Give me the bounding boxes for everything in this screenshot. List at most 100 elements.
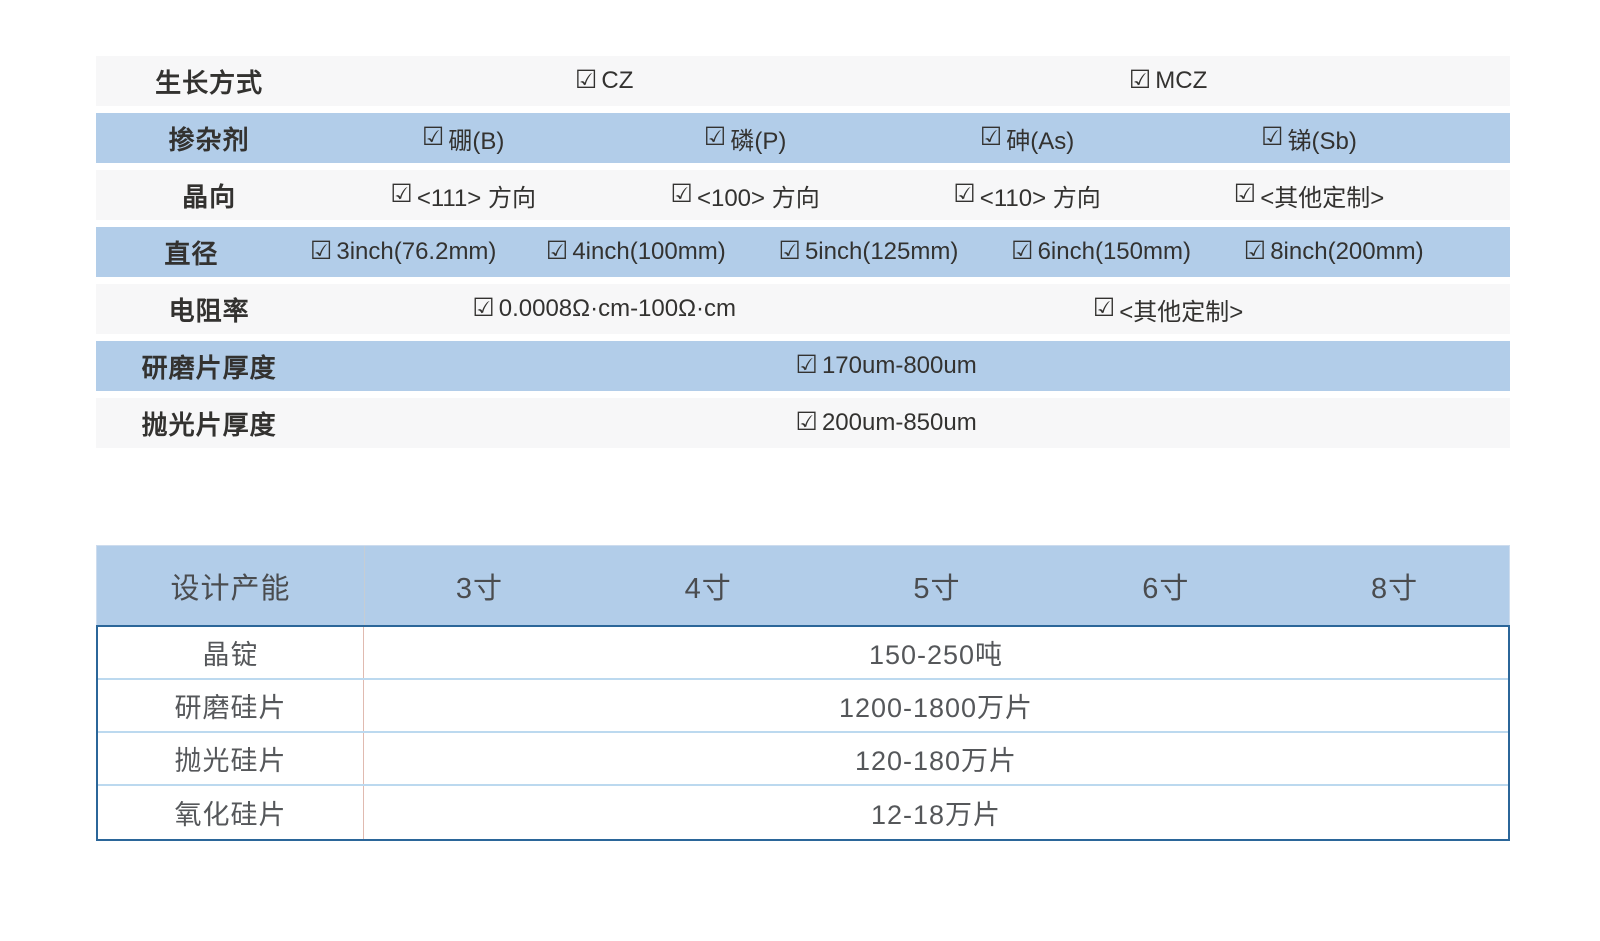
wafer-spec-table: 生长方式 ☑ CZ ☑ MCZ 掺杂剂 ☑ 硼(B) ☑ 磷(P) ☑ 砷(As) ☑ 锑(Sb) 晶向 ☑ <… [96,56,1510,455]
spec-row-values: ☑ CZ ☑ MCZ [322,67,1510,95]
checkbox-checked-icon: ☑ [472,293,495,322]
spec-option-label: <110> 方向 [979,184,1101,212]
capacity-row-value: 12-18万片 [870,800,1002,830]
checkbox-checked-icon: ☑ [1233,179,1257,208]
spec-option: ☑ <110> 方向 [886,178,1168,213]
checkbox-checked-icon: ☑ [1011,236,1034,265]
capacity-header-title: 设计产能 [97,546,365,625]
checkbox-checked-icon: ☑ [545,236,569,265]
capacity-row-value: 120-180万片 [854,746,1018,776]
spec-option: ☑ <其他定制> [886,292,1450,327]
spec-option-label: 8inch(200mm) [1270,238,1424,265]
spec-row: 直径 ☑ 3inch(76.2mm) ☑ 4inch(100mm) ☑ 5inch(125m… [96,227,1510,277]
checkbox-checked-icon: ☑ [953,179,976,208]
checkbox-checked-icon: ☑ [795,350,818,379]
spec-row-values: ☑ 硼(B) ☑ 磷(P) ☑ 砷(As) ☑ 锑(Sb) [322,121,1510,156]
checkbox-checked-icon: ☑ [390,179,413,208]
spec-option: ☑ 8inch(200mm) [1217,238,1450,266]
spec-row: 晶向 ☑ <111> 方向 ☑ <100> 方向 ☑ <110> 方向 ☑ <其他定制> [96,170,1510,220]
checkbox-checked-icon: ☑ [1243,236,1267,265]
capacity-header-size-col: 5寸 [913,572,961,605]
spec-option-label: MCZ [1155,67,1208,94]
design-capacity-table: 设计产能 3寸 4寸 5寸 6寸 8寸 晶锭 150-250吨研磨硅片 1200-1800万片… [96,545,1510,841]
spec-option-label: 0.0008Ω·cm-100Ω·cm [498,295,737,322]
spec-row: 研磨片厚度 ☑ 170um-800um [96,341,1510,391]
spec-row-label: 生长方式 [155,67,264,98]
capacity-row-value: 1200-1800万片 [838,693,1034,723]
capacity-row: 抛光硅片 120-180万片 [98,733,1508,786]
spec-option-label: <100> 方向 [696,184,820,212]
spec-option: ☑ <100> 方向 [604,178,886,213]
spec-option-label: 200um-850um [821,409,977,436]
checkbox-checked-icon: ☑ [421,122,445,151]
spec-option-label: <111> 方向 [416,184,536,212]
spec-option: ☑ 硼(B) [322,121,604,156]
capacity-row: 氧化硅片 12-18万片 [98,786,1508,839]
spec-option: ☑ 0.0008Ω·cm-100Ω·cm [322,295,886,323]
capacity-row: 研磨硅片 1200-1800万片 [98,680,1508,733]
capacity-table-header: 设计产能 3寸 4寸 5寸 6寸 8寸 [96,545,1510,625]
checkbox-checked-icon: ☑ [309,236,333,265]
capacity-row: 晶锭 150-250吨 [98,627,1508,680]
checkbox-checked-icon: ☑ [670,179,693,208]
capacity-row-label: 晶锭 [98,627,364,678]
capacity-row-value: 150-250吨 [868,640,1004,670]
spec-option-label: <其他定制> [1119,298,1244,326]
spec-option-label: 砷(As) [1006,127,1075,155]
spec-row-label: 电阻率 [168,295,250,326]
spec-option: ☑ 磷(P) [604,121,886,156]
spec-row-label: 研磨片厚度 [141,352,277,383]
checkbox-checked-icon: ☑ [778,236,801,265]
spec-option-label: 5inch(125mm) [804,238,959,265]
spec-option: ☑ 6inch(150mm) [985,238,1218,266]
spec-row-values: ☑ 200um-850um [322,409,1510,437]
spec-option: ☑ 砷(As) [886,121,1168,156]
spec-row-label: 晶向 [182,181,237,212]
capacity-table-body: 晶锭 150-250吨研磨硅片 1200-1800万片抛光硅片 120-180万片氧化… [96,625,1510,841]
checkbox-checked-icon: ☑ [1261,122,1284,151]
spec-option: ☑ <其他定制> [1168,178,1450,213]
capacity-row-label: 研磨硅片 [98,680,364,731]
spec-row: 生长方式 ☑ CZ ☑ MCZ [96,56,1510,106]
spec-option-label: 4inch(100mm) [572,238,726,265]
spec-row-values: ☑ 170um-800um [322,352,1510,380]
spec-option-label: CZ [601,67,634,94]
capacity-header-size-col: 4寸 [684,572,732,605]
spec-option-label: 170um-800um [821,352,977,379]
spec-row-values: ☑ <111> 方向 ☑ <100> 方向 ☑ <110> 方向 ☑ <其他定制> [322,178,1510,213]
spec-row: 抛光片厚度 ☑ 200um-850um [96,398,1510,448]
spec-row-label: 直径 [164,238,219,269]
spec-option: ☑ 170um-800um [322,352,1450,380]
spec-option: ☑ 3inch(76.2mm) [287,238,520,266]
checkbox-checked-icon: ☑ [1128,65,1152,94]
capacity-row-label: 抛光硅片 [98,733,364,784]
spec-row-label: 抛光片厚度 [141,409,277,440]
spec-option-label: <其他定制> [1260,184,1385,212]
checkbox-checked-icon: ☑ [1092,293,1116,322]
spec-row-values: ☑ 0.0008Ω·cm-100Ω·cm ☑ <其他定制> [322,292,1510,327]
spec-option: ☑ 4inch(100mm) [520,238,753,266]
spec-row-label: 掺杂剂 [168,124,250,155]
spec-option-label: 6inch(150mm) [1037,238,1191,265]
capacity-header-size-col: 6寸 [1142,572,1190,605]
checkbox-checked-icon: ☑ [703,122,727,151]
spec-option: ☑ CZ [322,67,886,95]
spec-option-label: 磷(P) [730,127,787,155]
checkbox-checked-icon: ☑ [795,407,818,436]
spec-option-label: 3inch(76.2mm) [336,238,497,265]
spec-row: 电阻率 ☑ 0.0008Ω·cm-100Ω·cm ☑ <其他定制> [96,284,1510,334]
spec-option: ☑ MCZ [886,67,1450,95]
checkbox-checked-icon: ☑ [979,122,1003,151]
spec-option: ☑ 200um-850um [322,409,1450,437]
capacity-row-label: 氧化硅片 [98,786,364,839]
spec-option-label: 硼(B) [448,127,505,155]
capacity-header-size-col: 8寸 [1371,572,1419,605]
spec-option: ☑ <111> 方向 [322,178,604,213]
spec-row-values: ☑ 3inch(76.2mm) ☑ 4inch(100mm) ☑ 5inch(125mm)… [287,238,1510,266]
checkbox-checked-icon: ☑ [574,65,598,94]
spec-option: ☑ 5inch(125mm) [752,238,985,266]
spec-row: 掺杂剂 ☑ 硼(B) ☑ 磷(P) ☑ 砷(As) ☑ 锑(Sb) [96,113,1510,163]
capacity-header-size-col: 3寸 [455,572,503,605]
spec-option: ☑ 锑(Sb) [1168,121,1450,156]
